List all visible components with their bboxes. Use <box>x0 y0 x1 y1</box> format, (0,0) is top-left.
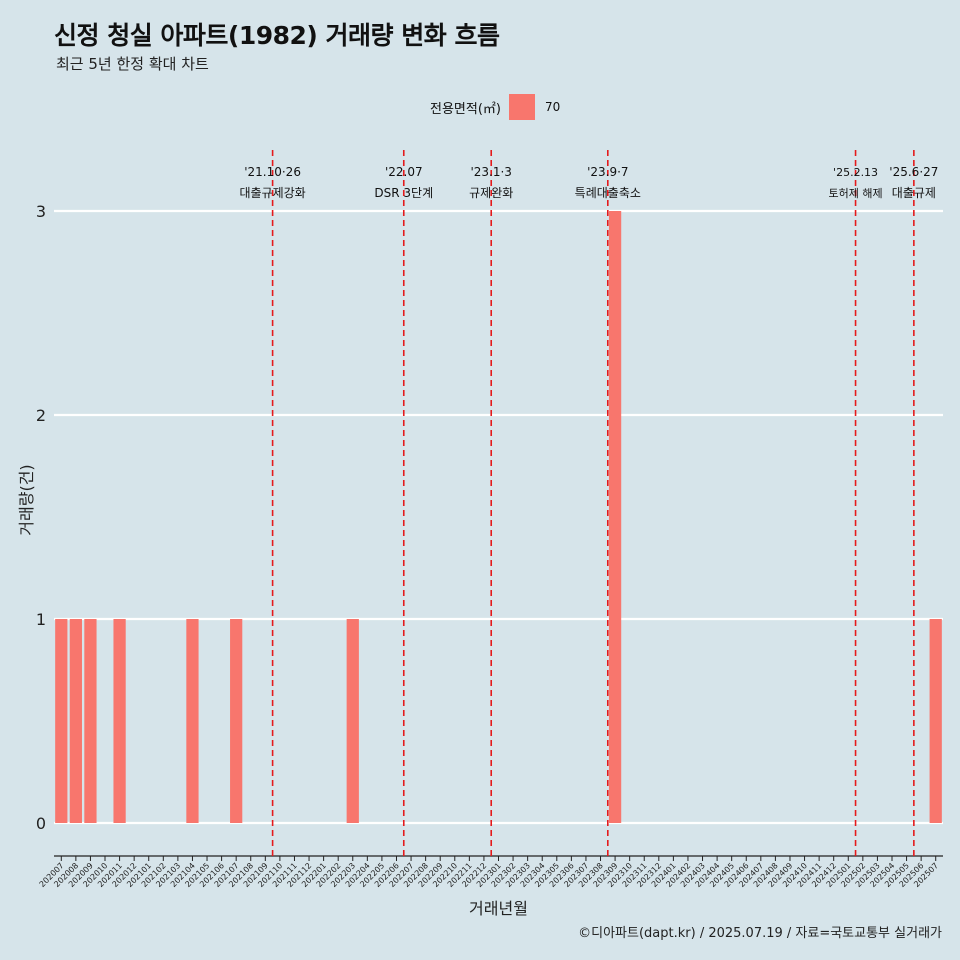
event-name-label: 토허제 해제 <box>829 186 883 200</box>
event-date-label: '23.9·7 <box>587 165 628 179</box>
event-date-label: '23.1·3 <box>470 165 511 179</box>
y-axis-title: 거래량(건) <box>17 464 36 535</box>
x-axis-title: 거래년월 <box>469 899 528 918</box>
chart-title: 신정 청실 아파트(1982) 거래량 변화 흐름 <box>54 21 500 50</box>
event-date-label: '21.10·26 <box>244 165 301 179</box>
bar <box>55 619 68 823</box>
y-tick-label: 1 <box>36 610 46 629</box>
event-date-label: '22.07 <box>385 165 423 179</box>
legend-value: 70 <box>544 100 561 114</box>
bar <box>113 619 126 823</box>
source-caption: ©디아파트(dapt.kr) / 2025.07.19 / 자료=국토교통부 실… <box>578 926 942 941</box>
event-name-label: 대출규제강화 <box>239 186 305 200</box>
bar <box>186 619 199 823</box>
bar <box>346 619 359 823</box>
bar <box>929 619 942 823</box>
bar <box>69 619 82 823</box>
legend-title: 전용면적(㎡) <box>430 101 501 117</box>
event-name-label: 특례대출축소 <box>575 186 641 200</box>
event-date-label: '25.2.13 <box>833 166 878 179</box>
y-tick-label: 3 <box>36 202 46 221</box>
legend: 전용면적(㎡) 70 <box>430 94 560 120</box>
chart-subtitle: 최근 5년 한정 확대 차트 <box>56 55 209 73</box>
event-name-label: DSR 3단계 <box>374 186 433 200</box>
event-name-label: 규제완화 <box>469 186 513 200</box>
bar <box>608 211 622 823</box>
bar <box>230 619 243 823</box>
event-date-label: '25.6·27 <box>889 165 938 179</box>
y-tick-label: 2 <box>36 406 46 425</box>
legend-swatch <box>508 94 535 120</box>
y-tick-label: 0 <box>36 814 46 833</box>
bar <box>84 619 97 823</box>
event-name-label: 대출규제 <box>892 186 936 200</box>
